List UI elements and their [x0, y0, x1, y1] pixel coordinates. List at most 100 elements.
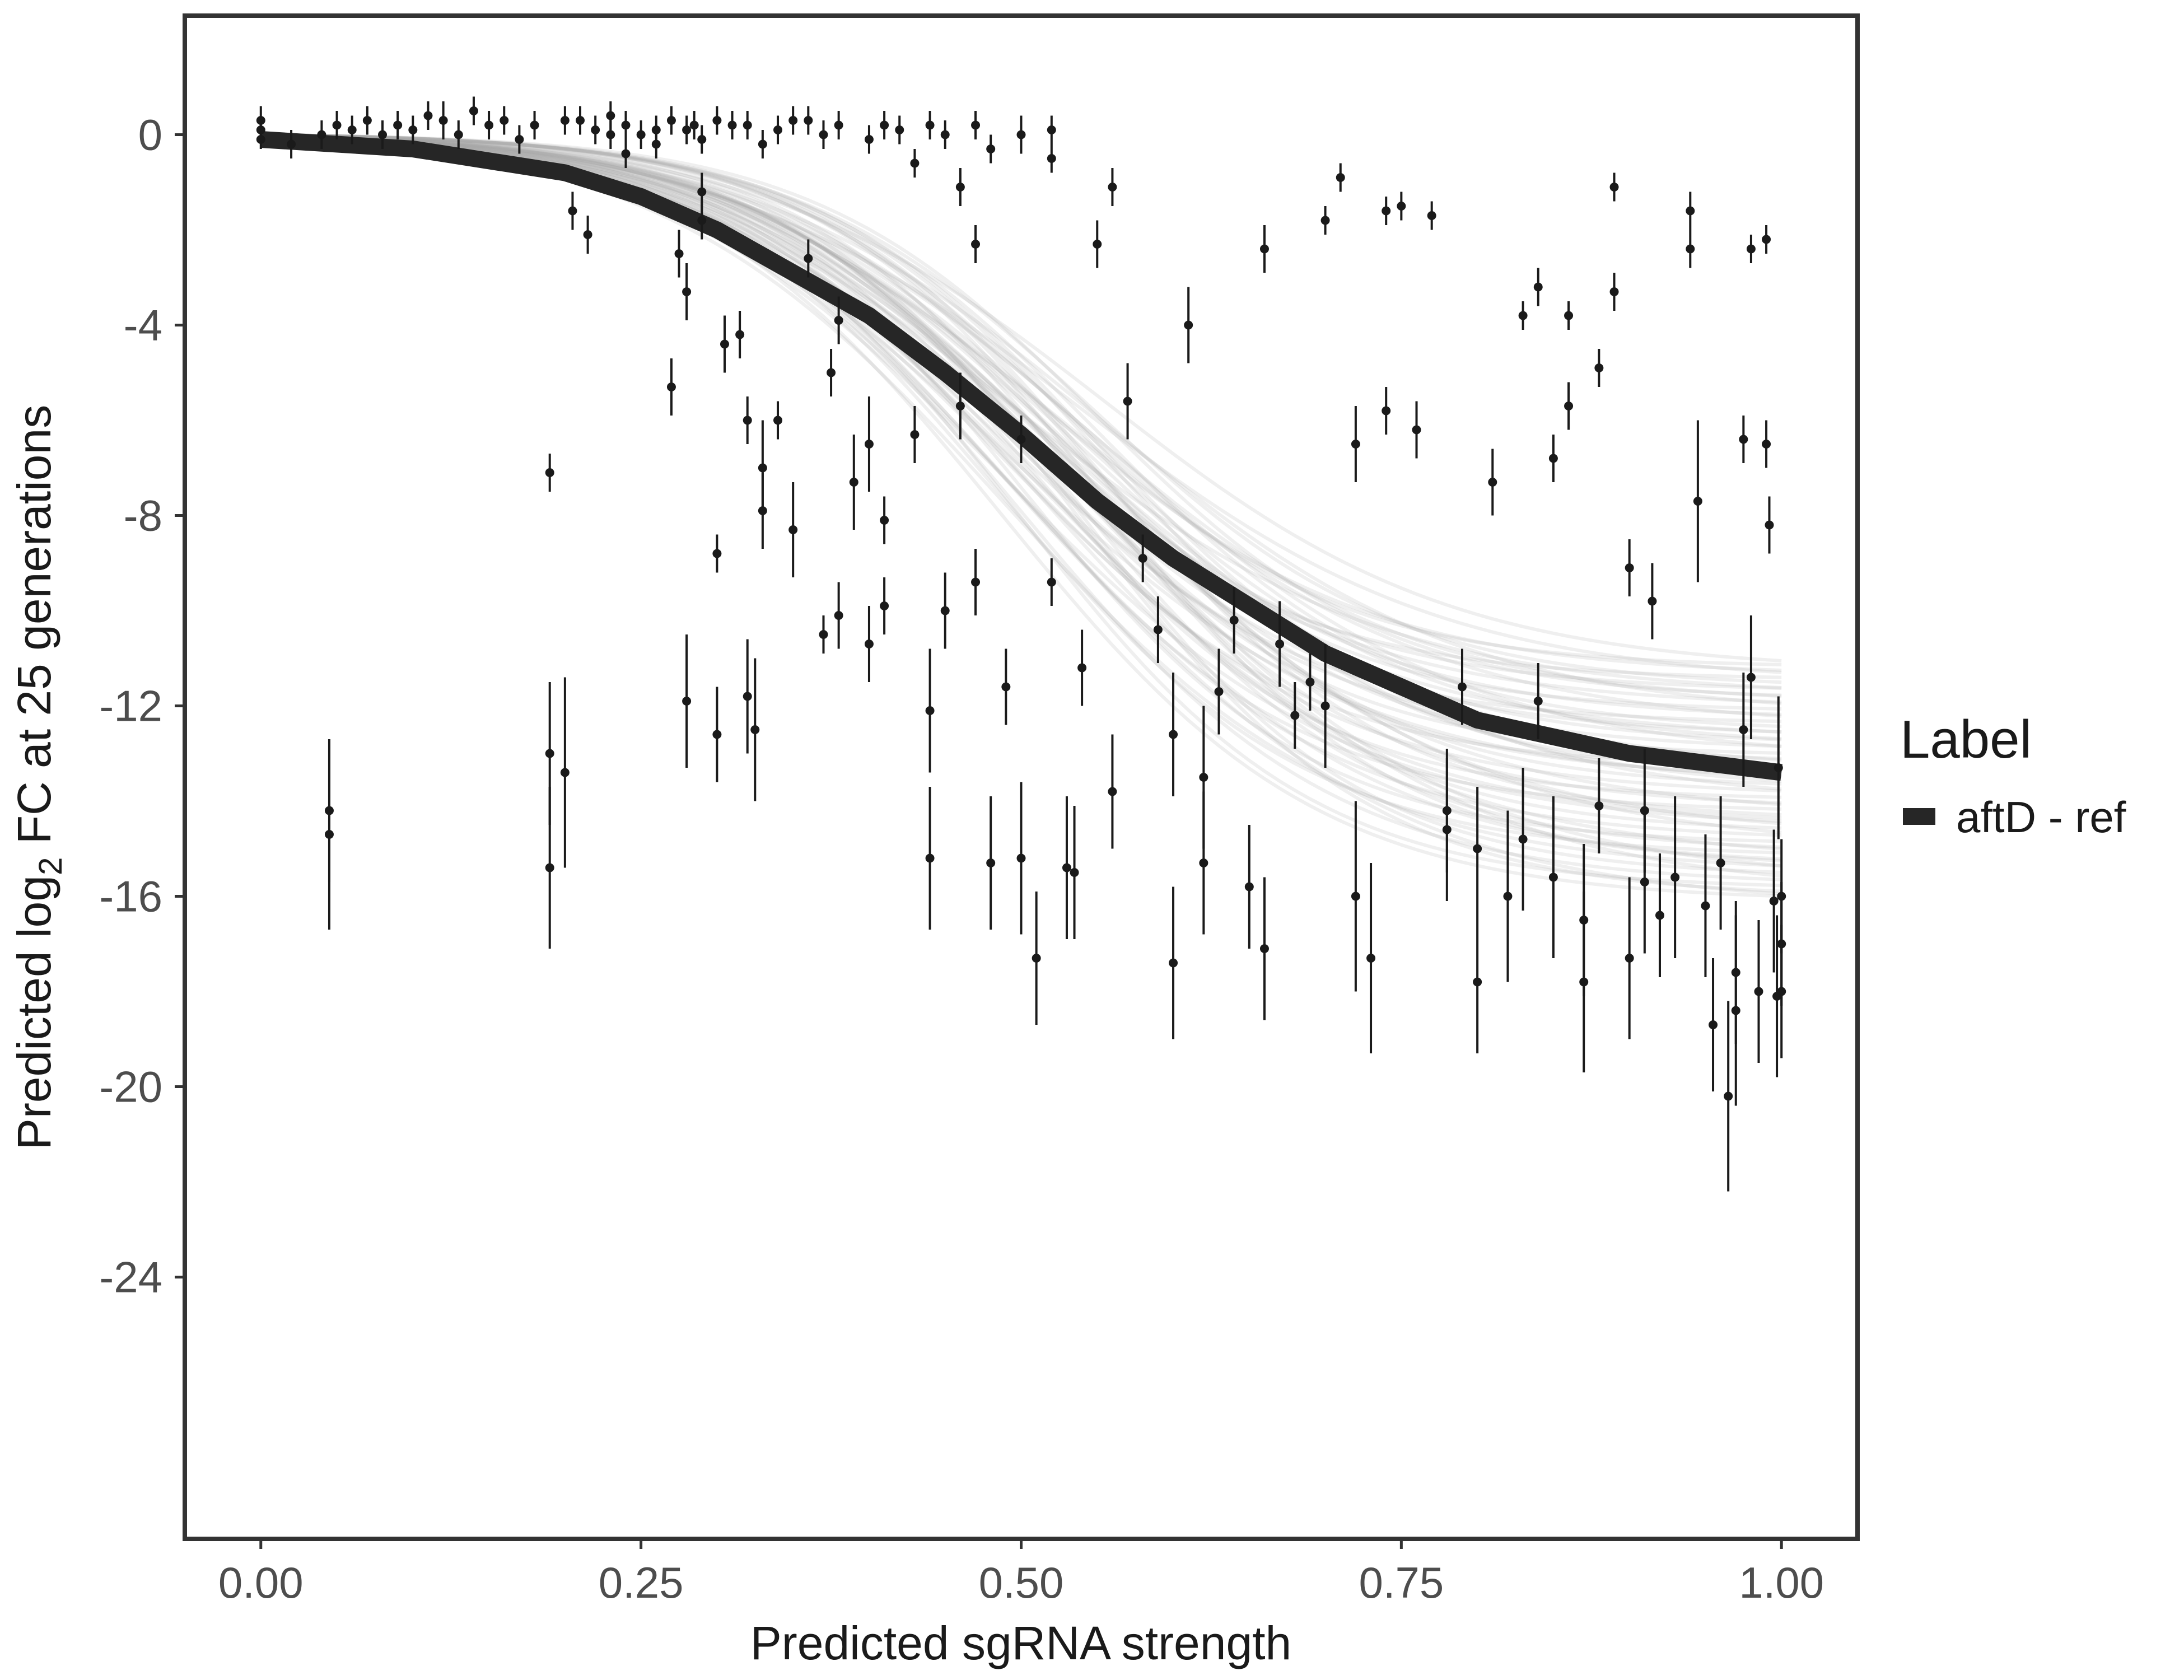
point-marker — [819, 130, 828, 139]
point-marker — [1739, 435, 1748, 444]
legend-title: Label — [1900, 710, 2032, 769]
data-point — [910, 406, 920, 463]
point-marker — [1320, 701, 1330, 711]
point-marker — [1047, 154, 1056, 163]
point-marker — [666, 116, 676, 125]
data-point — [317, 120, 326, 149]
point-marker — [849, 478, 858, 487]
point-marker — [834, 611, 843, 620]
data-point — [1259, 225, 1269, 273]
point-marker — [697, 216, 707, 225]
point-marker — [1609, 183, 1619, 192]
point-marker — [515, 135, 524, 144]
point-marker — [925, 120, 935, 130]
data-point — [986, 796, 996, 930]
point-marker — [560, 116, 570, 125]
data-point — [1533, 663, 1543, 739]
data-point — [1724, 1001, 1733, 1192]
point-marker — [743, 692, 752, 701]
point-marker — [621, 120, 631, 130]
point-marker — [727, 120, 737, 130]
data-point — [1093, 220, 1102, 268]
y-axis-title-suffix: FC at 25 generations — [8, 405, 60, 857]
data-point — [1765, 496, 1774, 554]
posterior-draw-line — [260, 133, 1782, 684]
data-point — [1016, 416, 1026, 463]
data-point — [1777, 839, 1786, 954]
data-point — [530, 111, 539, 139]
data-point — [1351, 801, 1360, 992]
point-marker — [743, 416, 752, 425]
data-point — [1564, 301, 1574, 330]
point-marker — [682, 287, 692, 296]
point-marker — [1777, 987, 1786, 996]
posterior-draw-line — [260, 133, 1782, 830]
data-point — [1655, 853, 1664, 977]
data-point — [332, 111, 342, 139]
posterior-draw-line — [260, 133, 1782, 672]
point-marker — [1244, 882, 1254, 892]
data-point — [895, 115, 904, 144]
point-marker — [1769, 897, 1779, 906]
data-point — [606, 120, 615, 149]
data-point — [880, 577, 889, 634]
point-marker — [1351, 892, 1360, 901]
data-point — [1366, 863, 1376, 1053]
point-marker — [568, 206, 577, 216]
data-point — [515, 125, 524, 154]
point-marker — [986, 858, 996, 867]
point-marker — [1093, 240, 1102, 249]
data-point — [1457, 648, 1467, 725]
data-point — [393, 111, 403, 139]
data-point — [819, 120, 828, 149]
y-tick-label: -12 — [99, 682, 162, 731]
data-point — [758, 130, 767, 158]
data-point — [1594, 349, 1604, 387]
point-marker — [1077, 663, 1087, 673]
data-point — [1184, 287, 1193, 363]
data-point — [545, 454, 554, 492]
point-marker — [682, 125, 692, 134]
point-marker — [1016, 853, 1026, 863]
point-marker — [1001, 682, 1011, 692]
data-point — [1336, 163, 1345, 192]
data-point — [324, 739, 334, 930]
data-point — [1609, 273, 1619, 311]
point-marker — [1693, 497, 1702, 506]
point-marker — [712, 549, 722, 558]
point-marker — [1488, 478, 1497, 487]
point-marker — [864, 640, 874, 648]
data-point — [1579, 892, 1589, 1072]
posterior-draw-line — [260, 133, 1782, 666]
data-point — [940, 572, 950, 649]
data-point — [1047, 558, 1056, 606]
point-marker — [560, 768, 570, 777]
data-point — [1564, 382, 1574, 430]
data-point — [864, 396, 874, 492]
point-marker — [1320, 216, 1330, 225]
point-marker — [971, 240, 981, 249]
point-marker — [682, 697, 692, 706]
data-point — [1320, 644, 1330, 768]
point-marker — [1351, 440, 1360, 449]
point-marker — [773, 125, 783, 134]
point-marker — [1762, 440, 1771, 449]
point-marker — [880, 601, 889, 610]
point-marker — [362, 116, 372, 125]
data-point — [1739, 416, 1748, 463]
point-marker — [1533, 697, 1543, 706]
y-tick-label: 0 — [138, 110, 162, 160]
posterior-draw-line — [260, 133, 1782, 697]
point-marker — [1746, 244, 1756, 254]
point-marker — [697, 187, 707, 197]
data-point — [545, 787, 554, 949]
point-marker — [545, 749, 554, 758]
point-marker — [1366, 954, 1376, 963]
data-point — [408, 115, 418, 144]
data-point — [576, 106, 585, 135]
data-point — [362, 106, 372, 135]
point-marker — [1724, 1091, 1733, 1101]
data-point — [925, 787, 935, 930]
data-point — [651, 130, 661, 158]
data-point — [971, 549, 981, 615]
